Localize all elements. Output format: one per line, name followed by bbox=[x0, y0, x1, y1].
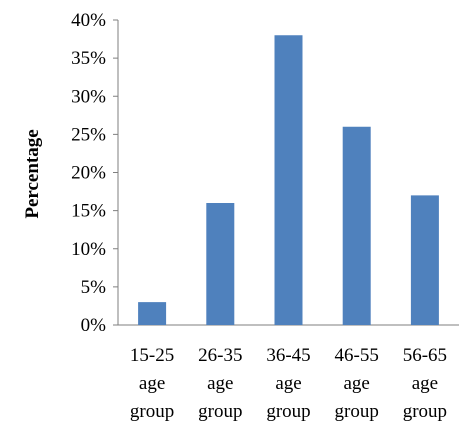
category-label: 26-35 bbox=[198, 345, 242, 366]
category-label: group bbox=[130, 401, 174, 422]
y-tick-marks bbox=[113, 19, 118, 326]
category-label: age bbox=[344, 373, 370, 394]
bar bbox=[410, 195, 439, 325]
y-axis-title: Percentage bbox=[22, 129, 43, 218]
bars bbox=[138, 35, 439, 325]
y-tick-label: 30% bbox=[71, 86, 106, 107]
bar bbox=[138, 302, 167, 325]
y-tick-labels: 0% 5% 10% 15% 20% 25% 30% 35% 40% bbox=[71, 10, 106, 336]
y-tick-label: 5% bbox=[81, 277, 107, 298]
y-tick-label: 15% bbox=[71, 201, 106, 222]
category-label: 36-45 bbox=[266, 345, 310, 366]
y-tick-label: 0% bbox=[81, 315, 107, 336]
category-label: age bbox=[139, 373, 165, 394]
category-label: 46-55 bbox=[335, 345, 379, 366]
y-tick-label: 25% bbox=[71, 124, 106, 145]
y-tick-label: 10% bbox=[71, 239, 106, 260]
category-label: 56-65 bbox=[403, 345, 447, 366]
y-tick-label: 40% bbox=[71, 10, 106, 31]
bar bbox=[274, 35, 303, 325]
category-label: group bbox=[198, 401, 242, 422]
category-label: age bbox=[275, 373, 301, 394]
category-label: group bbox=[266, 401, 310, 422]
y-tick-label: 20% bbox=[71, 163, 106, 184]
category-label: 15-25 bbox=[130, 345, 174, 366]
category-labels: 15-25 age group 26-35 age group 36-45 age group 4… bbox=[130, 345, 447, 422]
bar bbox=[342, 126, 371, 325]
y-tick-label: 35% bbox=[71, 48, 106, 69]
category-label: group bbox=[335, 401, 379, 422]
category-label: age bbox=[412, 373, 438, 394]
category-label: age bbox=[207, 373, 233, 394]
category-label: group bbox=[403, 401, 447, 422]
bar bbox=[206, 203, 235, 325]
